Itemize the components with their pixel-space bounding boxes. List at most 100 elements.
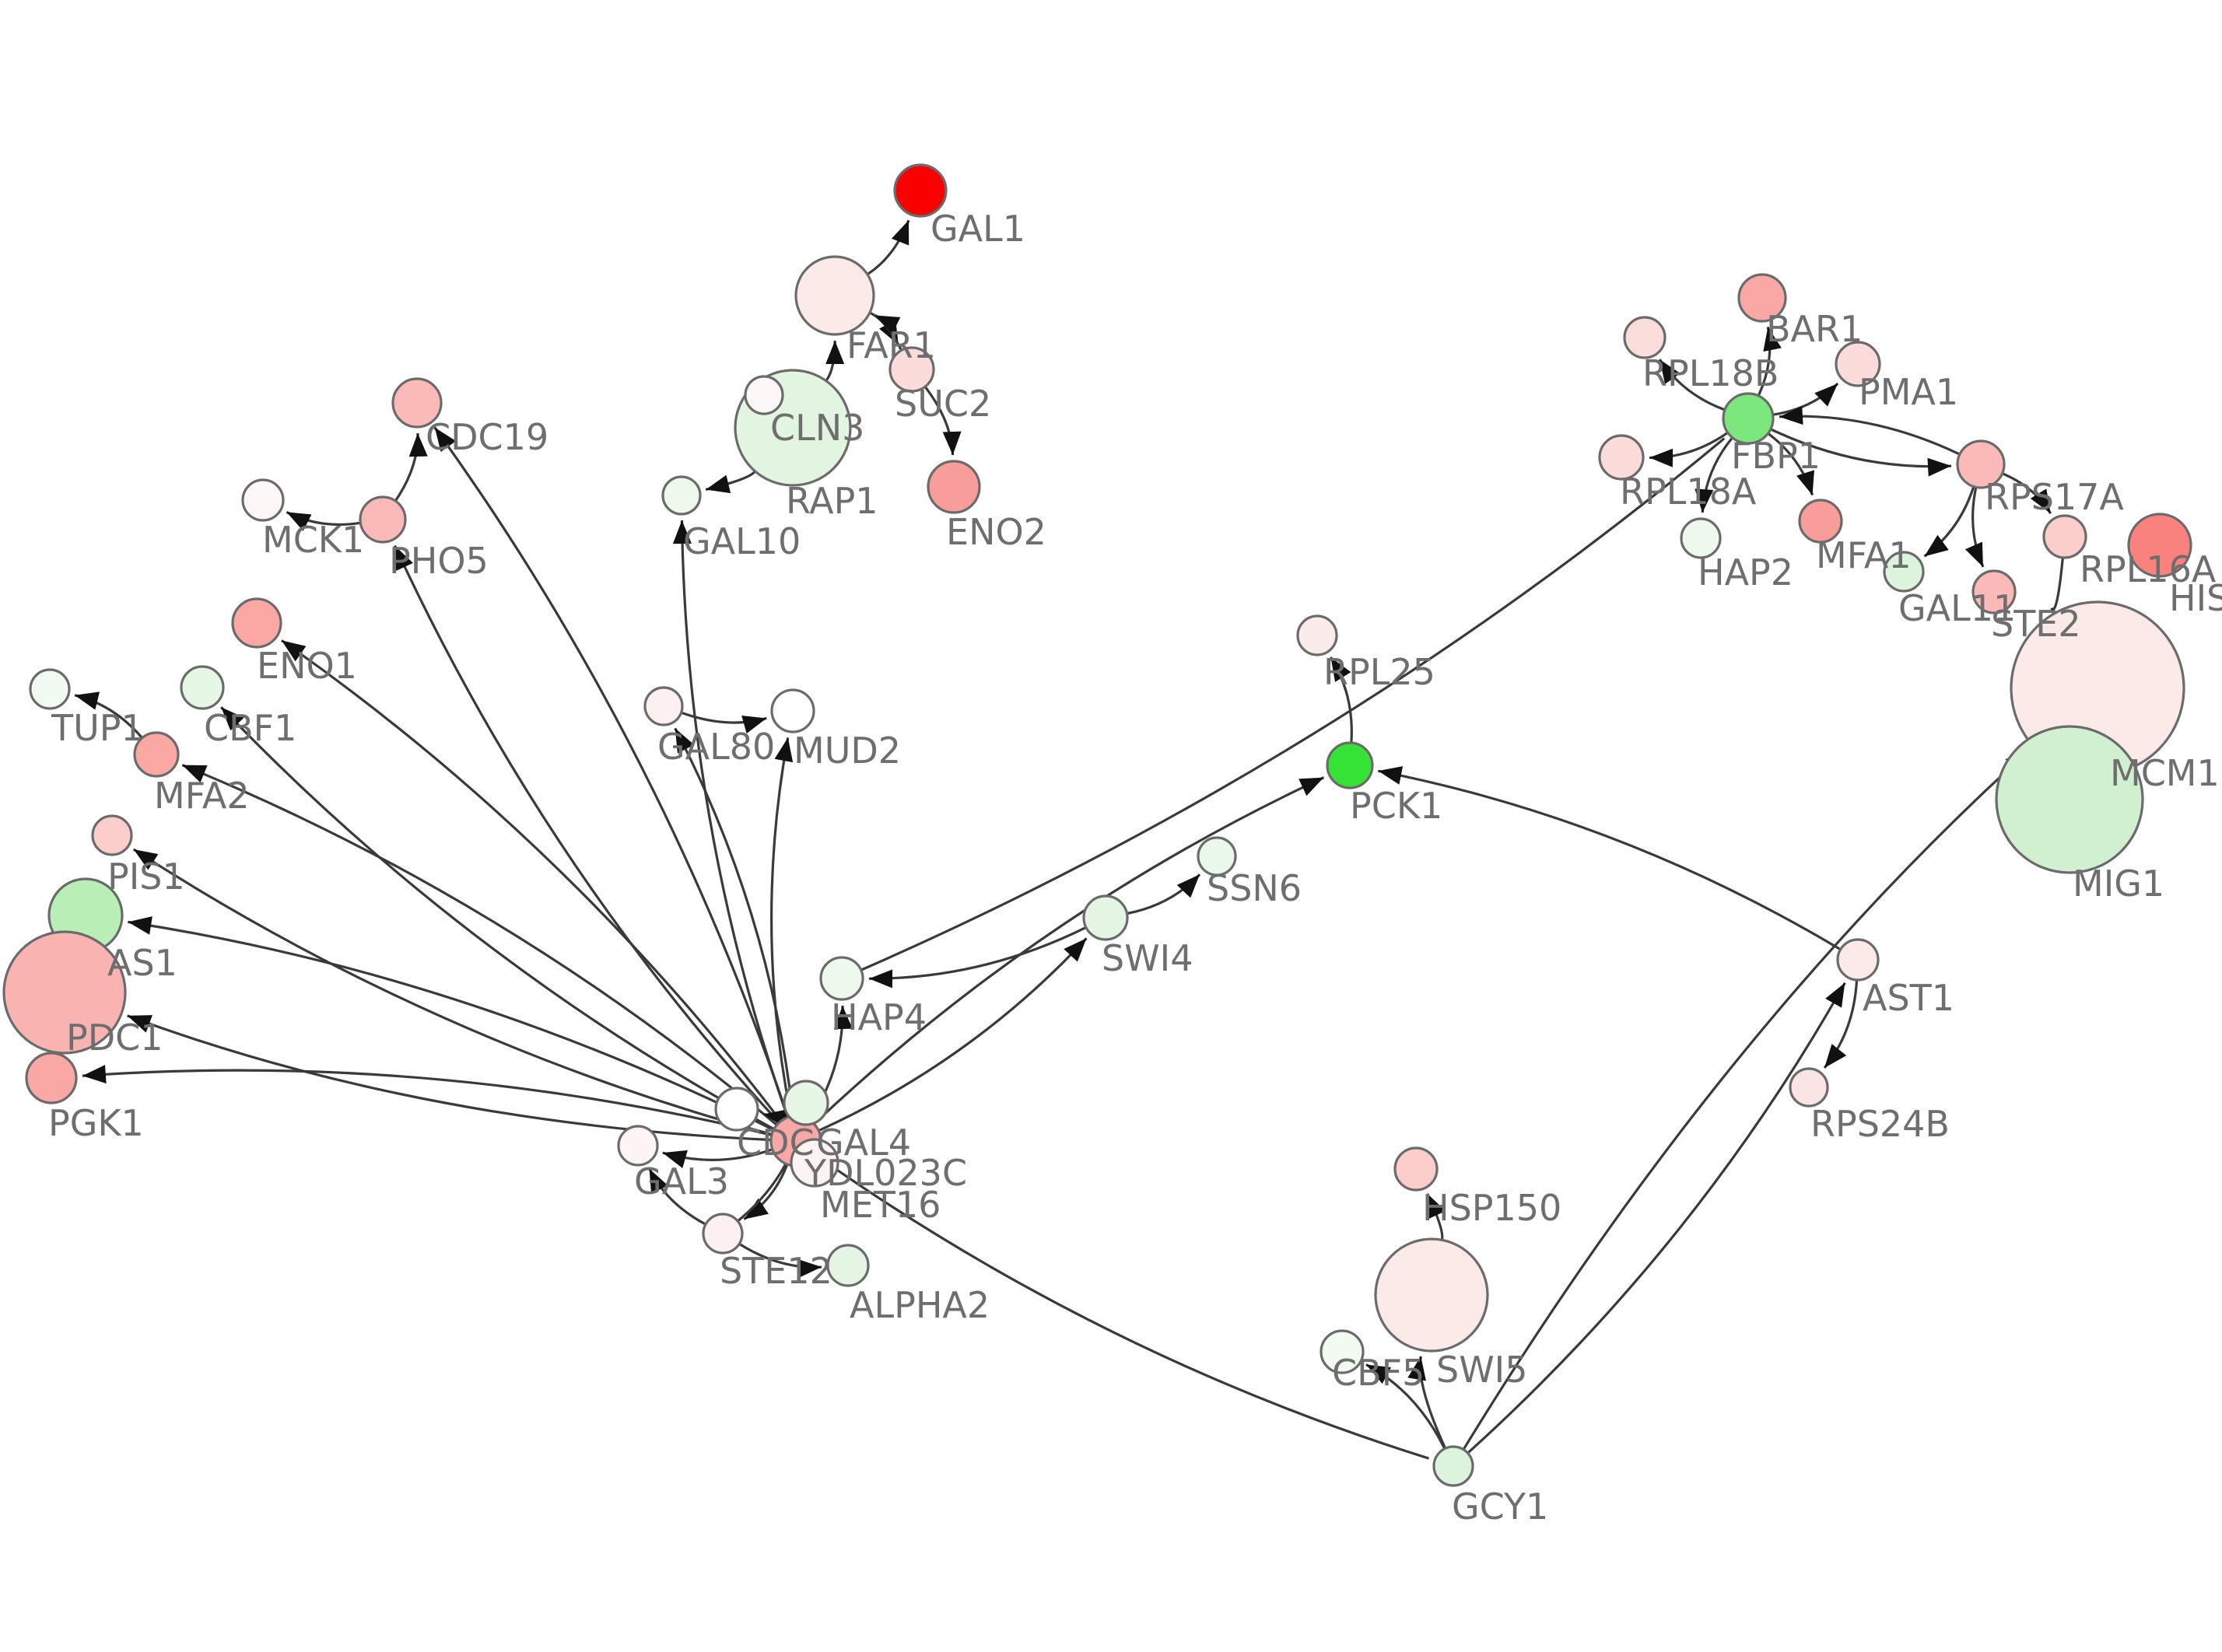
node-label-suc2: SUC2 <box>895 383 991 425</box>
node-suc2[interactable] <box>888 346 935 393</box>
node-label-rpl25: RPL25 <box>1323 651 1435 693</box>
node-label-gal1: GAL1 <box>931 208 1025 250</box>
node-pgk1[interactable] <box>25 1052 78 1104</box>
node-pis1[interactable] <box>91 814 133 856</box>
node-label-gal10: GAL10 <box>683 520 801 562</box>
node-pck1[interactable] <box>1326 741 1374 789</box>
arrowhead-gcy1-to-swi5 <box>1407 1356 1426 1381</box>
node-rpl18b[interactable] <box>1623 316 1666 359</box>
node-far1[interactable] <box>794 255 875 336</box>
node-mig1[interactable] <box>1995 725 2144 874</box>
edge-gal4hub-to-pis1 <box>132 848 772 1136</box>
edge-gal4hub-to-pdc1 <box>127 1014 771 1142</box>
node-rap1[interactable] <box>744 375 784 415</box>
node-label-ydl023c: YDL023C <box>804 1152 967 1194</box>
node-mck1[interactable] <box>241 478 285 522</box>
edge-gal4hub-to-gal80 <box>674 727 794 1116</box>
edge-gal4hub-to-mfa2 <box>181 764 777 1126</box>
node-ste12[interactable] <box>702 1213 744 1255</box>
node-ste2[interactable] <box>1971 569 2017 614</box>
arrowhead-gal80-to-mud2 <box>741 716 767 734</box>
node-label-swi4: SWI4 <box>1102 937 1193 979</box>
node-label-eno2: ENO2 <box>946 511 1046 553</box>
arrowhead-pho5-to-cdc19 <box>408 432 428 457</box>
node-label-pho5: PHO5 <box>389 540 489 582</box>
node-label-rps17a: RPS17A <box>1985 476 2124 518</box>
node-label-alpha2: ALPHA2 <box>850 1284 990 1326</box>
node-ydl023c[interactable] <box>783 1080 829 1126</box>
arrowhead-pho5-to-mck1 <box>286 512 312 531</box>
arrowhead-gal4hub-to-swi4 <box>1064 938 1087 962</box>
arrowhead-gal4hub-to-gal10 <box>672 520 692 544</box>
arrowhead-pck1-to-rpl25 <box>1330 657 1351 682</box>
node-hsp150[interactable] <box>1393 1146 1439 1192</box>
node-pho5[interactable] <box>359 495 407 544</box>
node-rps17a[interactable] <box>1956 439 2006 489</box>
node-cbf1[interactable] <box>180 665 225 710</box>
edge-gal4hub-to-pgk1 <box>82 1069 772 1136</box>
node-label-cln3: CLN3 <box>770 407 864 449</box>
node-label-gal80: GAL80 <box>657 726 775 768</box>
node-rpl18a[interactable] <box>1598 434 1645 481</box>
node-rpl16a[interactable] <box>2042 514 2087 559</box>
arrowhead-fbp1-to-mfa1 <box>1796 470 1814 495</box>
node-mfa1[interactable] <box>1798 499 1843 544</box>
node-pma1[interactable] <box>1835 341 1881 387</box>
node-swi5[interactable] <box>1374 1237 1489 1353</box>
arrowhead-gal4hub-to-pck1 <box>1299 777 1324 796</box>
node-gal80[interactable] <box>643 686 684 726</box>
node-label-mfa2: MFA2 <box>154 775 250 817</box>
node-label-ste2: STE2 <box>1991 603 2081 645</box>
node-label-rpl16a: RPL16A <box>2080 548 2217 590</box>
edge-gal4hub-to-cdc19 <box>433 426 790 1118</box>
node-gal10[interactable] <box>661 475 702 516</box>
arrowhead-gal4hub-to-hap4 <box>833 1005 853 1030</box>
node-label-rap1: RAP1 <box>786 480 878 522</box>
arrowhead-gal4hub-to-pgk1 <box>82 1065 107 1084</box>
node-label-far1: FAR1 <box>846 324 936 366</box>
node-label-his4: HIS4 <box>2169 577 2222 619</box>
node-cdc39[interactable] <box>714 1087 759 1132</box>
arrowhead-gcy1-to-ast1 <box>1825 982 1845 1008</box>
node-ast1[interactable] <box>1836 938 1880 982</box>
node-label-gal4hub: GAL4 <box>816 1122 911 1164</box>
node-label-rps24b: RPS24B <box>1810 1103 1950 1145</box>
node-fbp1[interactable] <box>1722 392 1775 445</box>
node-gal3[interactable] <box>617 1125 659 1167</box>
node-label-cbf1: CBF1 <box>204 707 296 749</box>
arrowhead-fbp1-to-pma1 <box>1814 383 1838 407</box>
node-cdc19[interactable] <box>391 377 443 429</box>
node-gal11[interactable] <box>1883 551 1925 593</box>
arrowhead-swi4-to-hap4 <box>868 969 893 989</box>
arrowhead-fbp1-to-hap2 <box>1695 488 1714 513</box>
arrowhead-rps17a-to-rpl16a <box>2030 488 2051 514</box>
node-met16[interactable] <box>790 1138 839 1188</box>
arrowhead-gal4hub-to-pdc1 <box>127 1015 152 1033</box>
node-cbf5[interactable] <box>1320 1329 1365 1374</box>
edge-gal4hub-to-gal10 <box>680 520 789 1118</box>
node-tup1[interactable] <box>29 668 71 710</box>
node-ssn6[interactable] <box>1197 836 1237 877</box>
node-gal1[interactable] <box>893 163 948 218</box>
edge-rpl16a-to-mcm1 <box>2050 558 2064 611</box>
node-mud2[interactable] <box>770 688 815 733</box>
node-gcy1[interactable] <box>1432 1445 1474 1487</box>
node-bar1[interactable] <box>1737 273 1787 323</box>
node-hap4[interactable] <box>819 956 864 1001</box>
node-label-fbp1: FBP1 <box>1731 435 1821 477</box>
node-alpha2[interactable] <box>826 1244 870 1287</box>
node-rpl25[interactable] <box>1296 614 1338 656</box>
edge-gcy1-to-mcm1 <box>1463 749 2030 1450</box>
node-swi4[interactable] <box>1082 894 1129 941</box>
node-his4[interactable] <box>2127 513 2192 578</box>
node-pdc1[interactable] <box>2 930 127 1055</box>
arrowhead-cln3-to-gal10 <box>706 474 731 494</box>
node-mfa2[interactable] <box>133 731 180 778</box>
node-label-rpl18b: RPL18B <box>1642 352 1779 394</box>
edge-gal4hub-to-gcy1 <box>816 1154 1429 1460</box>
node-eno1[interactable] <box>231 597 282 649</box>
node-eno2[interactable] <box>927 460 981 514</box>
node-hap2[interactable] <box>1680 517 1722 559</box>
node-rps24b[interactable] <box>1789 1067 1829 1108</box>
